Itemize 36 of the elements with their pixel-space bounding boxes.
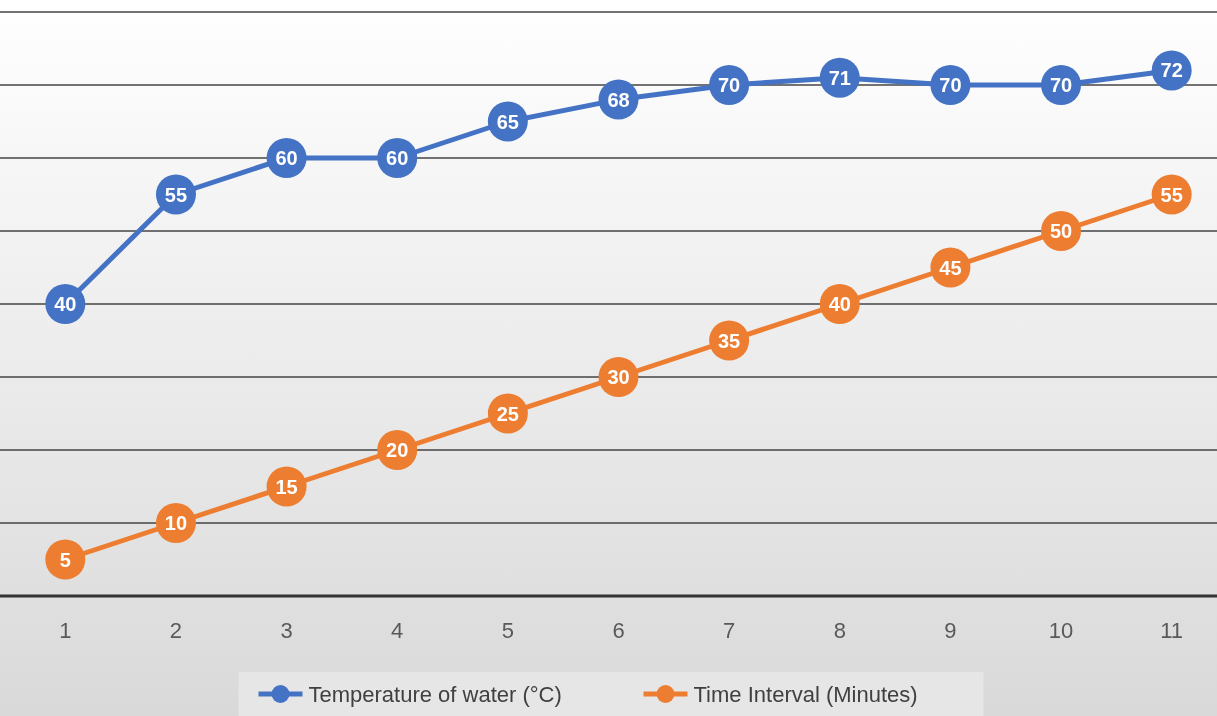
data-label: 71: [828, 66, 851, 89]
point: [45, 539, 86, 580]
data-label: 35: [718, 329, 741, 352]
x-tick-label: 1: [59, 618, 72, 643]
data-label: 40: [828, 293, 851, 315]
legend-label: Time Interval (Minutes): [693, 682, 918, 707]
data-label: 50: [1049, 220, 1073, 242]
data-label: 65: [496, 110, 519, 133]
x-tick-label: 11: [1160, 618, 1184, 643]
data-label: 55: [1160, 183, 1183, 206]
data-label: 68: [607, 88, 630, 111]
data-label: 72: [1160, 59, 1183, 82]
x-tick-label: 7: [723, 618, 736, 643]
x-tick-label: 6: [612, 618, 625, 643]
data-label: 25: [496, 402, 519, 425]
data-label: 70: [718, 74, 741, 96]
data-label: 70: [1049, 74, 1073, 96]
data-label: 70: [939, 74, 962, 96]
x-tick-label: 4: [391, 618, 404, 643]
legend-label: Temperature of water (°C): [308, 682, 562, 707]
data-label: 10: [164, 512, 188, 534]
data-label: 30: [607, 366, 630, 388]
x-tick-label: 10: [1048, 618, 1074, 643]
data-label: 60: [275, 147, 298, 169]
x-tick-label: 3: [280, 618, 293, 643]
data-label: 45: [939, 256, 962, 279]
data-label: 15: [275, 475, 298, 498]
x-tick-label: 5: [501, 618, 514, 643]
data-label: 55: [164, 183, 188, 206]
x-tick-label: 2: [169, 618, 183, 643]
x-tick-label: 9: [944, 618, 957, 643]
data-label: 20: [386, 439, 409, 461]
data-label: 40: [54, 293, 77, 315]
data-label: 60: [386, 147, 409, 169]
x-tick-label: 8: [833, 618, 846, 643]
data-label: 5: [59, 548, 71, 571]
